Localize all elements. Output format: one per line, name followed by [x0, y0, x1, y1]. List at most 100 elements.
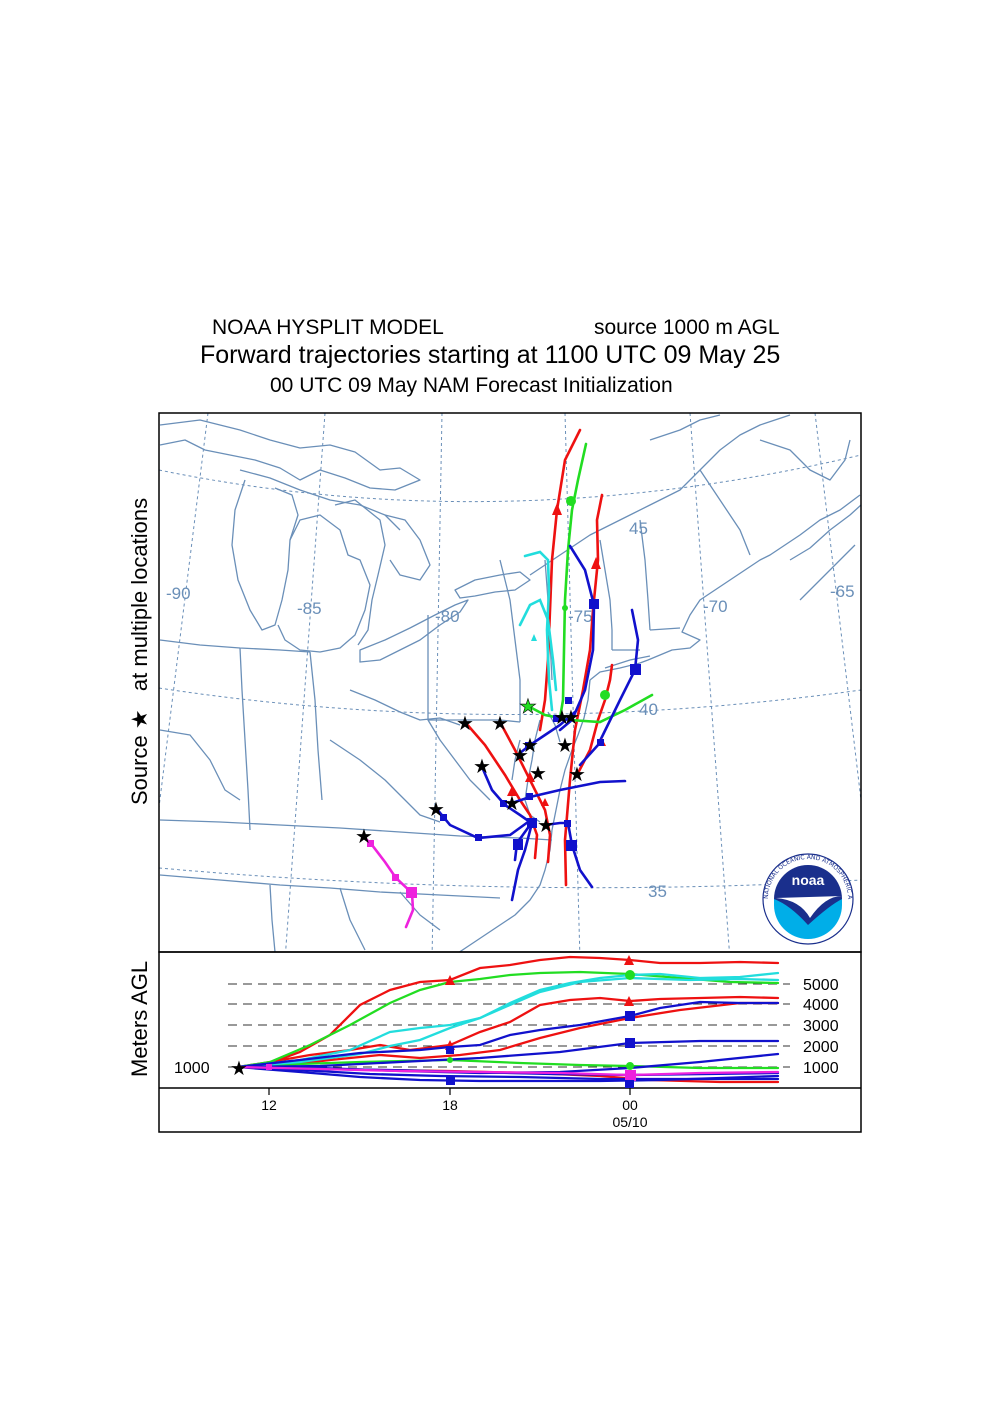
height-profile-green-2: [236, 1058, 780, 1070]
trajectory-blue-5: [510, 779, 627, 805]
trajectory-red-1: [538, 428, 582, 732]
height-marker-blue: [446, 1076, 455, 1085]
source-star-icon: ★: [537, 813, 555, 837]
height-marker-green: [626, 1062, 634, 1070]
coastlines-and-borders: [159, 414, 861, 952]
height-marker-red: [624, 996, 634, 1006]
marker-blue-square: [475, 834, 482, 841]
marker-green-circle: [600, 690, 610, 700]
lat-label-45: 45: [629, 519, 648, 538]
height-marker-magenta: [266, 1064, 272, 1070]
lon-label-85: -85: [297, 599, 322, 618]
height-marker-blue: [625, 1080, 634, 1088]
marker-red-triangle: [507, 786, 517, 796]
source-star-icon: ★: [473, 754, 491, 778]
marker-blue-square: [525, 742, 532, 749]
source-star-icon: ★: [553, 705, 571, 729]
lat-label-40: 40: [639, 700, 658, 719]
marker-blue-square: [440, 814, 447, 821]
marker-red-triangle: [525, 772, 535, 782]
height-profile-red-1: [236, 955, 780, 1069]
height-profile-cyan-1: [236, 971, 780, 1069]
height-profile-red-3: [236, 1001, 780, 1069]
height-start-label: 1000: [174, 1060, 210, 1077]
height-right-labels: 5000 4000 3000 2000 1000 1000: [174, 977, 839, 1077]
height-start-star-icon: ★: [230, 1056, 248, 1080]
main-title: Forward trajectories starting at 1100 UT…: [200, 341, 781, 369]
trajectory-red-5: [576, 663, 614, 775]
height-marker-magenta: [625, 1070, 636, 1081]
graticule-labels: -90 -85 -80 -75 -70 -65 45 40 35: [166, 519, 855, 901]
source-height-label: source 1000 m AGL: [594, 316, 780, 339]
marker-blue-square: [526, 793, 533, 800]
model-title: NOAA HYSPLIT MODEL: [212, 316, 444, 339]
source-star-icon: ★: [568, 762, 586, 786]
height-marker-red: [445, 975, 455, 985]
marker-blue-square: [553, 715, 560, 722]
height-profile-blue-1: [236, 1000, 780, 1069]
lon-label-80: -80: [435, 607, 460, 626]
marker-magenta-square: [367, 840, 374, 847]
trajectory-blue-6: [510, 821, 534, 902]
source-star-icon: ★: [521, 733, 539, 757]
marker-green-circle: [562, 605, 568, 611]
source-stars: ★ ★ ★ ★ ★ ★ ★ ★ ★ ★ ★ ★ ★ ★ ★: [355, 694, 586, 848]
marker-magenta-square: [406, 887, 417, 898]
source-star-icon: ★: [427, 797, 445, 821]
time-ticks: [268, 1088, 631, 1095]
marker-magenta-square: [392, 874, 399, 881]
source-star-icon: ★: [456, 711, 474, 735]
initialization-label: 00 UTC 09 May NAM Forecast Initializatio…: [270, 374, 673, 397]
height-label-4000: 4000: [803, 997, 839, 1014]
height-frame: [158, 951, 862, 1133]
date-label: 05/10: [612, 1114, 647, 1130]
trajectory-cyan-1: [523, 550, 554, 712]
trajectory-markers: [367, 496, 641, 898]
lon-label-65: -65: [830, 582, 855, 601]
source-star-icon: ★: [519, 694, 537, 718]
source-star-icon: ★: [503, 791, 521, 815]
trajectory-blue-1: [558, 544, 596, 732]
trajectories: [361, 428, 654, 929]
marker-green-circle: [566, 496, 576, 506]
map-layer: -90 -85 -80 -75 -70 -65 45 40 35: [159, 413, 861, 952]
marker-blue-square: [565, 697, 572, 704]
height-label-1000: 1000: [803, 1060, 839, 1077]
marker-cyan-triangle: [531, 634, 537, 641]
height-label-2000: 2000: [803, 1039, 839, 1056]
trajectory-cyan-2: [518, 598, 558, 692]
trajectory-red-2: [563, 493, 604, 887]
trajectory-blue-2: [578, 608, 640, 767]
height-profile-green-1: [236, 970, 780, 1069]
height-marker-blue: [625, 1038, 635, 1048]
lon-label-75: -75: [568, 607, 593, 626]
height-markers: ★: [230, 955, 636, 1088]
height-label-3000: 3000: [803, 1018, 839, 1035]
marker-blue-square: [513, 839, 523, 850]
marker-blue-square: [500, 800, 507, 807]
marker-red-triangle: [591, 557, 601, 569]
marker-blue-square: [597, 739, 604, 746]
height-profile-blue-2: [236, 1039, 780, 1069]
time-tick-18: 18: [442, 1097, 458, 1113]
height-marker-red: [624, 955, 634, 965]
height-profiles: [236, 955, 780, 1084]
marker-blue-square: [589, 599, 599, 609]
source-star-icon: ★: [562, 705, 580, 729]
noaa-logo-ring-text: NATIONAL OCEANIC AND ATMOSPHERIC ADMINIS…: [0, 0, 853, 900]
source-star-icon: ★: [556, 733, 574, 757]
height-profile-magenta-1: [236, 1065, 780, 1077]
height-marker-blue: [625, 1011, 635, 1021]
height-marker-green: [447, 1057, 453, 1063]
marker-blue-square: [630, 664, 641, 675]
lon-label-90: -90: [166, 584, 191, 603]
source-star-icon: ★: [491, 711, 509, 735]
noaa-logo-text: noaa: [792, 872, 825, 888]
trajectory-magenta-1: [361, 834, 415, 929]
time-tick-12: 12: [261, 1097, 277, 1113]
marker-blue-square: [527, 818, 537, 828]
lat-label-35: 35: [648, 882, 667, 901]
height-marker-green: [625, 970, 635, 980]
height-marker-blue: [446, 1046, 454, 1054]
